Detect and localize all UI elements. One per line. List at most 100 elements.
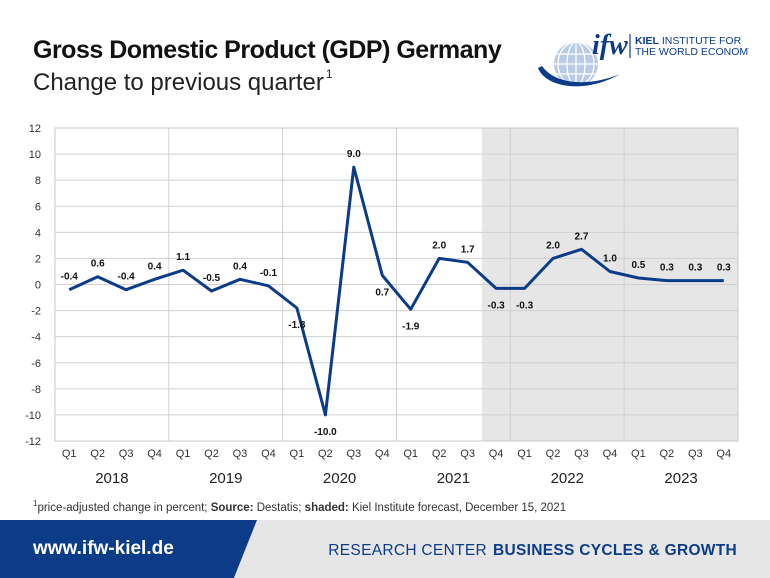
x-tick-label: Q1	[631, 448, 646, 460]
x-tick-label: Q3	[460, 448, 475, 460]
footnote-text: price-adjusted change in percent;	[37, 502, 211, 514]
data-label: -0.1	[260, 268, 278, 279]
y-tick-label: 12	[29, 123, 41, 135]
x-tick-label: Q1	[403, 448, 418, 460]
data-label: 0.3	[688, 263, 702, 274]
y-tick-label: 4	[35, 227, 41, 239]
logo-line2: THE WORLD ECONOMY	[635, 46, 749, 58]
data-label: -0.3	[516, 300, 534, 311]
data-label: -1.8	[288, 320, 306, 331]
footnote: 1price-adjusted change in percent; Sourc…	[33, 499, 566, 514]
gdp-series-line	[68, 165, 724, 417]
x-tick-label: Q4	[489, 448, 504, 460]
data-label: 2.0	[546, 240, 560, 251]
data-label: 1.0	[603, 253, 617, 264]
y-tick-label: -8	[31, 384, 41, 396]
y-tick-label: 8	[35, 175, 41, 187]
data-label: 0.3	[717, 263, 731, 274]
y-tick-label: -2	[31, 306, 41, 318]
x-tick-label: Q3	[346, 448, 361, 460]
x-tick-label: Q2	[204, 448, 219, 460]
y-tick-label: 6	[35, 201, 41, 213]
footnote-shaded-label: shaded:	[304, 502, 349, 514]
x-tick-label: Q2	[660, 448, 675, 460]
logo-line1: KIEL INSTITUTE FOR	[635, 35, 742, 47]
vertical-gridlines	[168, 128, 625, 441]
data-label: 0.7	[375, 287, 389, 298]
globe-logo-icon: ifw KIEL INSTITUTE FOR THE WORLD ECONOMY	[538, 30, 749, 87]
x-tick-label: Q4	[261, 448, 276, 460]
research-center-label: RESEARCH CENTER BUSINESS CYCLES & GROWTH	[328, 542, 737, 560]
footnote-mark: 1	[33, 499, 38, 508]
x-tick-label: Q4	[375, 448, 390, 460]
footer-url-panel	[0, 520, 257, 578]
y-tick-labels: 12 10 8 6 4 2 0 -2 -4 -6 -8 -10 -12	[25, 123, 41, 448]
footnote-source-label: Source:	[210, 502, 254, 514]
x-tick-label: Q3	[119, 448, 134, 460]
year-label: 2019	[209, 470, 242, 487]
x-tick-label: Q1	[290, 448, 305, 460]
x-tick-label: Q3	[233, 448, 248, 460]
y-tick-label: -4	[31, 332, 41, 344]
data-label: 2.0	[432, 240, 446, 251]
x-tick-label: Q2	[432, 448, 447, 460]
plot-border	[54, 127, 739, 442]
chart-subtitle: Change to previous quarter 1	[33, 67, 333, 97]
data-label: 0.4	[233, 261, 247, 272]
year-label: 2023	[664, 470, 697, 487]
data-label: 1.1	[176, 252, 190, 263]
x-tick-label: Q2	[90, 448, 105, 460]
logo-line1-rest: INSTITUTE FOR	[659, 35, 742, 47]
year-label: 2022	[551, 470, 584, 487]
footer-bar: www.ifw-kiel.de RESEARCH CENTER BUSINESS …	[0, 520, 770, 578]
x-tick-label: Q3	[574, 448, 589, 460]
ifw-logo[interactable]: ifw KIEL INSTITUTE FOR THE WORLD ECONOMY	[534, 24, 749, 100]
x-tick-label: Q1	[62, 448, 77, 460]
year-label: 2018	[95, 470, 128, 487]
data-label: 0.6	[91, 259, 105, 270]
x-tick-label: Q3	[688, 448, 703, 460]
y-tick-label: -6	[31, 358, 41, 370]
x-tick-label: Q4	[147, 448, 162, 460]
data-label: 0.5	[631, 260, 645, 271]
subtitle-text: Change to previous quarter	[33, 69, 324, 96]
research-center-name: BUSINESS CYCLES & GROWTH	[492, 542, 737, 559]
y-tick-label: 10	[29, 149, 41, 161]
data-label: 9.0	[347, 149, 361, 160]
data-label: -0.4	[61, 272, 79, 283]
x-tick-label: Q2	[318, 448, 333, 460]
year-labels: 2018 2019 2020 2021 2022 2023	[95, 470, 698, 487]
logo-wordmark: ifw	[592, 30, 628, 61]
data-label: -1.9	[402, 321, 420, 332]
y-tick-label: 2	[35, 253, 41, 265]
x-tick-label: Q4	[716, 448, 731, 460]
x-tick-label: Q4	[603, 448, 618, 460]
data-label: -0.3	[487, 300, 505, 311]
data-label: 2.7	[575, 231, 589, 242]
data-label: 0.3	[660, 263, 674, 274]
footnote-shaded-text: Kiel Institute forecast, December 15, 20…	[348, 502, 567, 514]
data-label: -0.4	[118, 272, 136, 283]
gdp-chart: 12 10 8 6 4 2 0 -2 -4 -6 -8 -10 -12 Q1 Q2 Q3 Q4 Q1 Q2 Q3 Q4…	[0, 118, 770, 498]
data-label: -10.0	[314, 427, 337, 438]
y-tick-label: -12	[25, 436, 41, 448]
x-tick-label: Q1	[176, 448, 191, 460]
data-label: 0.4	[148, 261, 162, 272]
research-center-prefix: RESEARCH CENTER	[328, 542, 487, 559]
data-labels: -0.4 0.6 -0.4 0.4 1.1 -0.5 0.4 -0.1 -1.8 -10.0 9.0…	[61, 149, 732, 438]
x-tick-label: Q1	[517, 448, 532, 460]
website-link[interactable]: www.ifw-kiel.de	[33, 538, 174, 559]
x-tick-label: Q2	[546, 448, 561, 460]
logo-line1-bold: KIEL	[635, 35, 660, 47]
x-tick-labels: Q1 Q2 Q3 Q4 Q1 Q2 Q3 Q4 Q1 Q2 Q3 Q4 Q1 Q2 Q3 Q4 Q1 Q2 Q3 Q4…	[62, 448, 731, 460]
y-tick-label: -10	[25, 410, 41, 422]
data-label: 1.7	[461, 244, 475, 255]
year-label: 2021	[437, 470, 470, 487]
gdp-line-chart: 12 10 8 6 4 2 0 -2 -4 -6 -8 -10 -12 Q1 Q2 Q3 Q4 Q1 Q2 Q3 Q4…	[25, 123, 739, 487]
data-label: -0.5	[203, 273, 221, 284]
subtitle-footnote-mark: 1	[325, 67, 333, 81]
footnote-source-text: Destatis;	[253, 502, 305, 514]
chart-title: Gross Domestic Product (GDP) Germany	[33, 36, 502, 64]
y-tick-label: 0	[35, 280, 41, 292]
year-label: 2020	[323, 470, 356, 487]
